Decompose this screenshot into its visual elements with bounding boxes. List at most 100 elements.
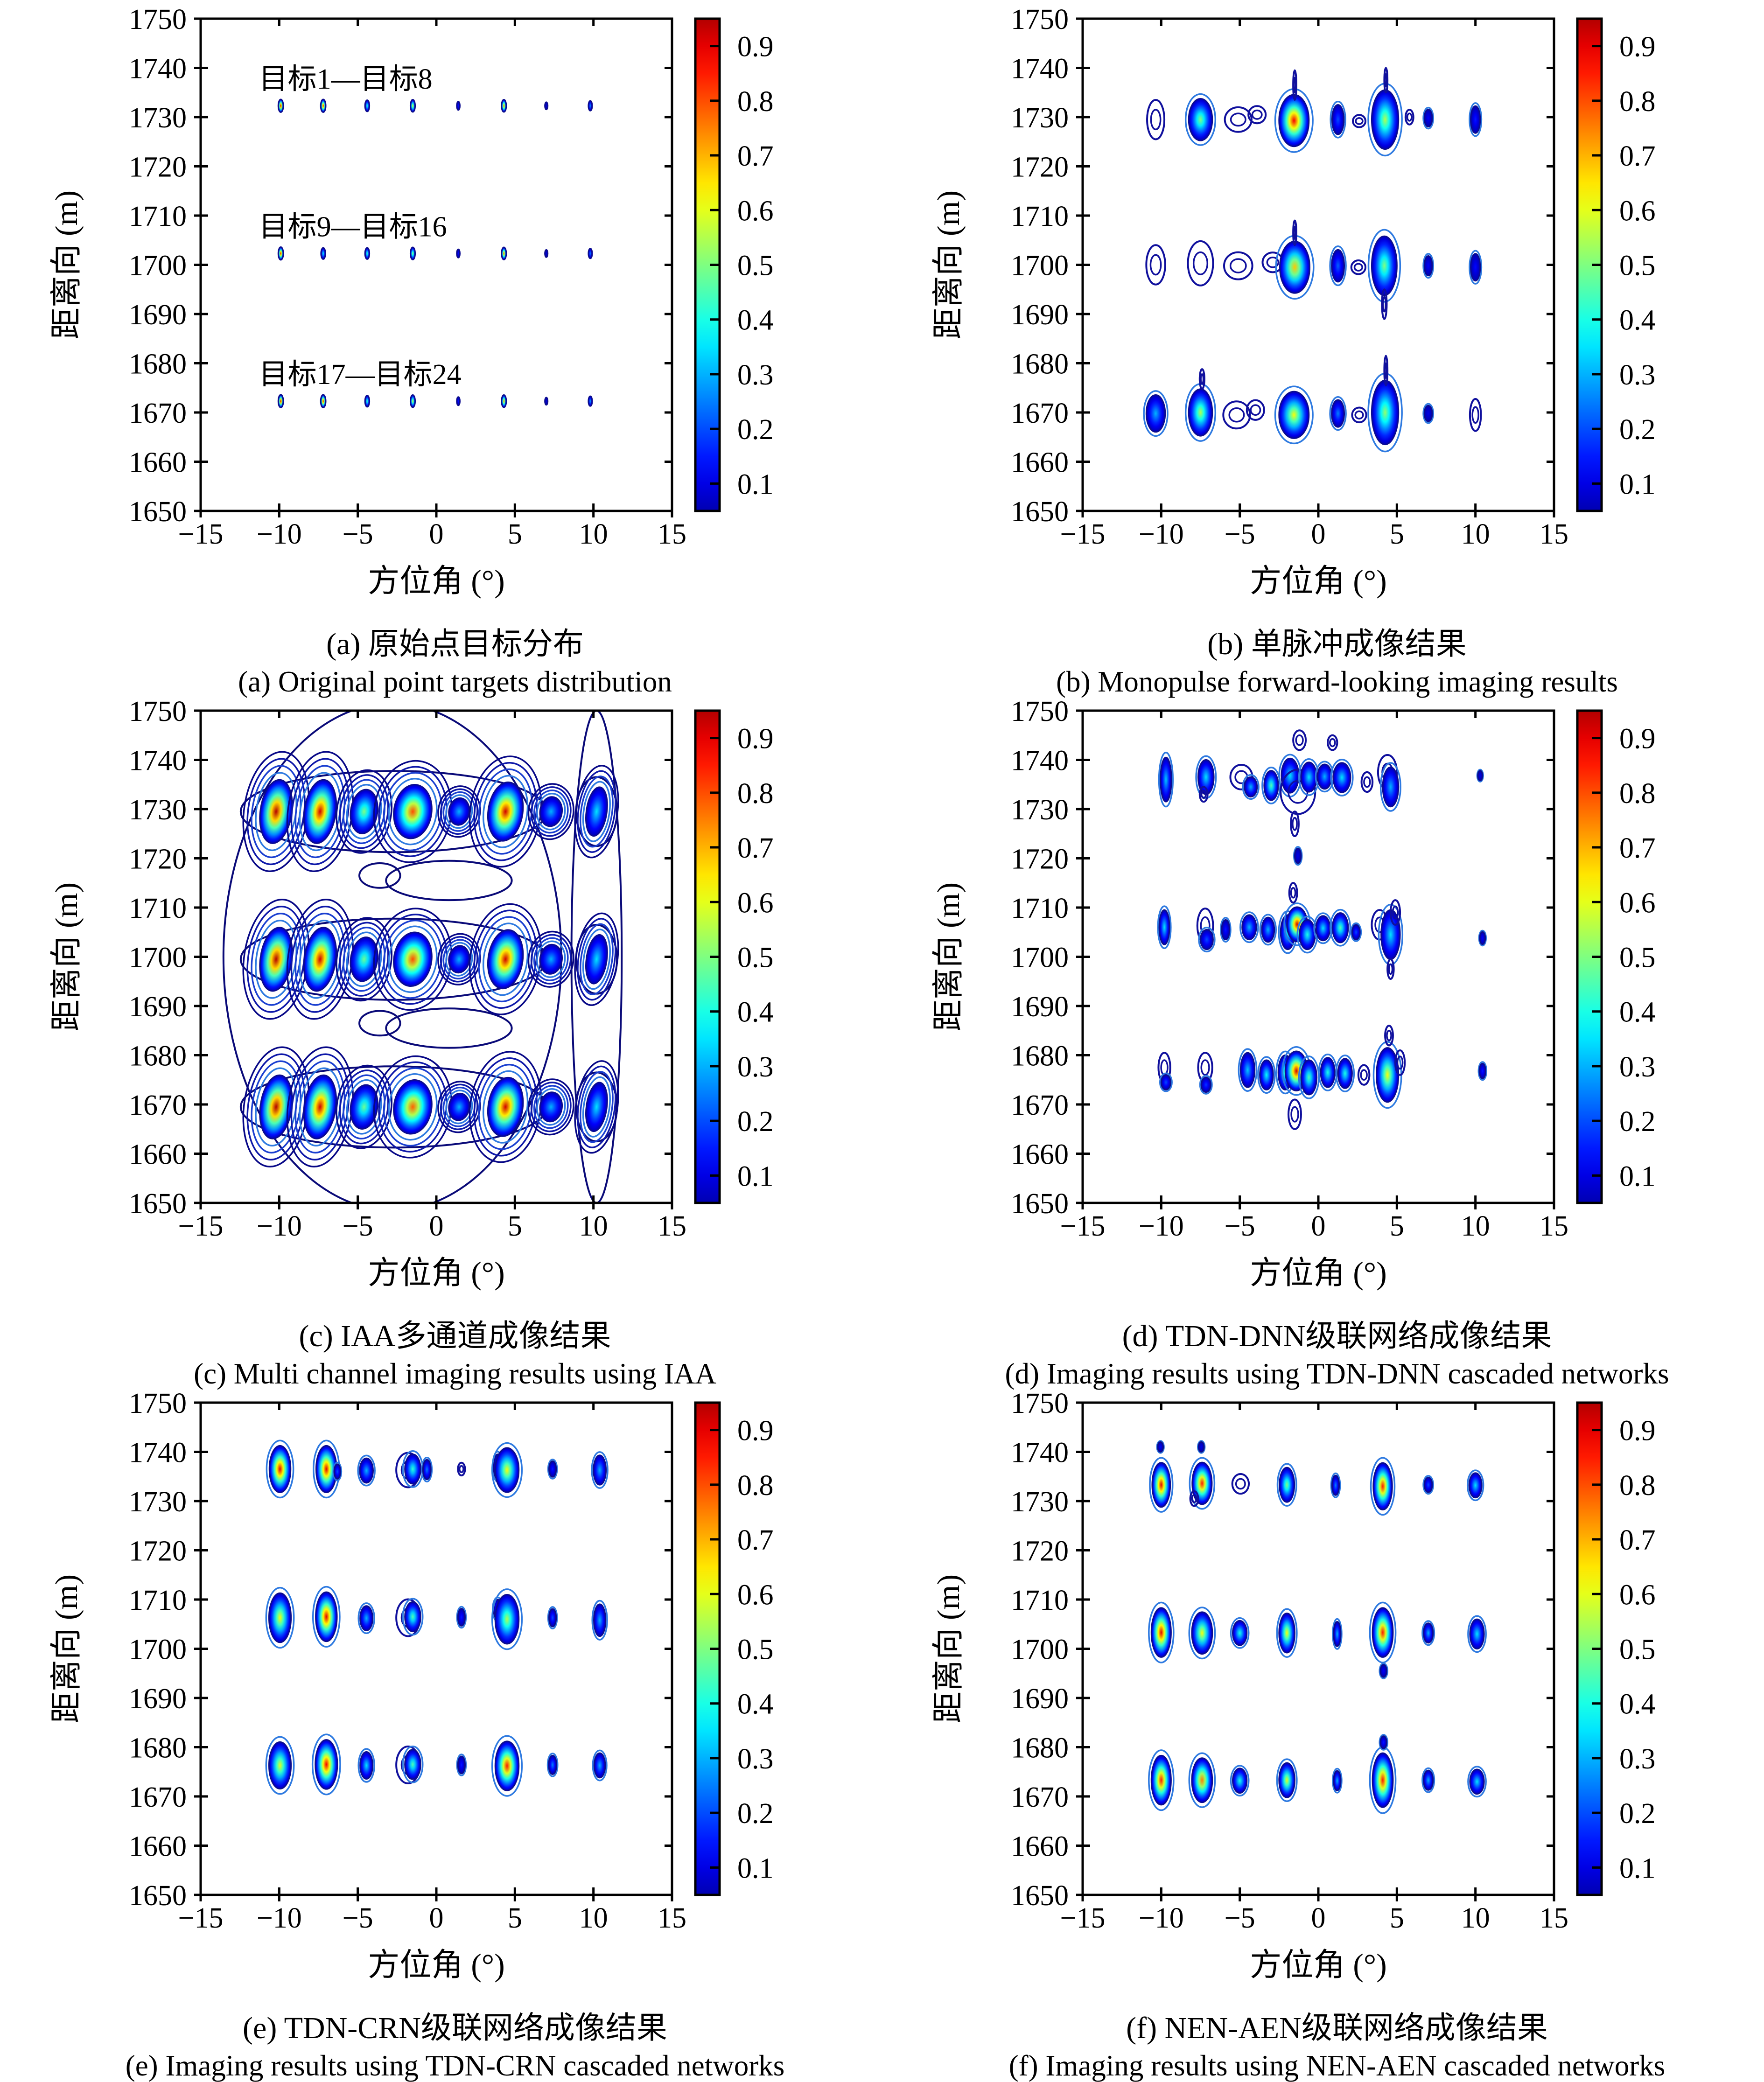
y-tick-label: 1730 xyxy=(129,102,187,134)
contour-ring xyxy=(530,786,572,837)
y-tick-label: 1660 xyxy=(129,1831,187,1863)
x-axis-title: 方位角 (°) xyxy=(1250,563,1386,599)
contour-ring xyxy=(536,1088,566,1126)
contour-outline-inner xyxy=(1234,770,1248,784)
contour-blob xyxy=(350,1084,378,1130)
contour-blob xyxy=(1477,770,1484,782)
contour-ring xyxy=(1421,1620,1435,1646)
contour-outline xyxy=(1223,251,1253,280)
blob xyxy=(1145,244,1166,286)
panel-d: −15 −10 −5 0 5 10 15 1650 1660 1670 1680 1690 1700 17… xyxy=(882,692,1764,1389)
x-tick-label: 15 xyxy=(1540,1902,1568,1934)
blob xyxy=(1422,106,1435,130)
contour-ring xyxy=(547,1459,558,1480)
contour-outline xyxy=(1247,105,1267,125)
blob xyxy=(277,98,284,113)
contour-blob xyxy=(1372,1462,1393,1510)
y-tick-label: 1700 xyxy=(1011,250,1069,282)
contour-outline xyxy=(1198,368,1205,390)
caption-zh: (c) IAA多通道成像结果 xyxy=(299,1319,611,1353)
colorbar-tick-label: 0.5 xyxy=(1619,250,1656,282)
blob xyxy=(1146,99,1166,140)
contour-blob xyxy=(585,1082,608,1132)
blob xyxy=(501,246,507,260)
contour-blob xyxy=(1372,1752,1394,1808)
blob xyxy=(547,1606,558,1629)
y-tick-label: 1730 xyxy=(1011,794,1069,826)
colorbar-tick-label: 0.4 xyxy=(1619,997,1656,1028)
panel-a: −15 −10 −5 0 5 10 15 1650 1660 1670 1680 1690 1700 17… xyxy=(0,0,882,697)
caption-en: (e) Imaging results using TDN-CRN cascad… xyxy=(125,2049,785,2082)
blob xyxy=(456,1606,467,1629)
y-tick-label: 1680 xyxy=(129,1041,187,1072)
y-tick-label: 1710 xyxy=(129,893,187,924)
blob xyxy=(491,1442,523,1498)
x-tick-label: 0 xyxy=(429,1902,444,1934)
contour-outline-inner xyxy=(1290,1106,1299,1123)
colorbar-tick-label: 0.6 xyxy=(1619,887,1656,919)
y-tick-label: 1650 xyxy=(1011,496,1069,528)
blob xyxy=(591,1451,609,1489)
y-tick-label: 1690 xyxy=(129,299,187,331)
x-tick-label: −5 xyxy=(1225,518,1255,550)
blob xyxy=(1298,758,1320,796)
contour-ring xyxy=(445,942,473,977)
y-tick-label: 1700 xyxy=(1011,942,1069,974)
colorbar-tick-label: 0.7 xyxy=(737,140,774,172)
colorbar-tick-label: 0.6 xyxy=(737,195,774,227)
blob xyxy=(1330,1472,1341,1498)
blob xyxy=(1469,102,1483,137)
y-tick-label: 1690 xyxy=(1011,991,1069,1023)
y-tick-label: 1740 xyxy=(1011,745,1069,777)
blob xyxy=(1230,1617,1250,1649)
blob xyxy=(1276,1463,1297,1507)
contour-blob xyxy=(457,1608,466,1627)
contour-ring xyxy=(402,1598,424,1636)
contour-ring xyxy=(582,1076,611,1138)
x-axis-ticks: −15 −10 −5 0 5 10 15 xyxy=(178,711,686,1242)
colorbar-tick-label: 0.3 xyxy=(737,359,774,391)
panel-b: −15 −10 −5 0 5 10 15 1650 1660 1670 1680 1690 1700 17… xyxy=(882,0,1764,697)
contour-blob xyxy=(1300,1059,1318,1096)
blob xyxy=(1389,899,1401,926)
blob xyxy=(1275,235,1315,300)
contour-blob xyxy=(1244,776,1258,798)
colorbar-tick-label: 0.2 xyxy=(1619,1798,1656,1830)
blob xyxy=(547,1459,558,1480)
x-axis-ticks: −15 −10 −5 0 5 10 15 xyxy=(1060,1403,1568,1934)
contour-blob xyxy=(277,394,284,408)
contour-blob xyxy=(1221,919,1231,941)
colorbar-tick-label: 0.3 xyxy=(737,1743,774,1775)
contour-blob xyxy=(1315,915,1331,942)
blob xyxy=(591,1600,608,1641)
contour-outline-inner xyxy=(1191,1494,1197,1503)
contour-blob xyxy=(1157,1441,1164,1453)
x-axis-ticks: −15 −10 −5 0 5 10 15 xyxy=(178,1403,686,1934)
x-tick-label: 15 xyxy=(658,1210,686,1242)
contour-outline-inner xyxy=(1360,1069,1368,1081)
blob xyxy=(1327,734,1338,751)
contour-ring xyxy=(1422,403,1435,424)
colorbar-tick-label: 0.8 xyxy=(1619,778,1656,810)
colorbar-tick-label: 0.9 xyxy=(737,31,774,63)
contour-outline-inner xyxy=(1392,905,1399,920)
plot-svg-b: −15 −10 −5 0 5 10 15 1650 1660 1670 1680 1690 1700 17… xyxy=(931,4,1656,599)
outer-contour xyxy=(358,862,401,889)
x-tick-label: 15 xyxy=(658,518,686,550)
contour-blob xyxy=(268,1592,292,1643)
colorbar-tick-label: 0.5 xyxy=(737,942,774,974)
y-tick-label: 1680 xyxy=(1011,1041,1069,1072)
contour-blob xyxy=(1469,1618,1485,1649)
contour-blob xyxy=(544,249,549,258)
y-tick-label: 1750 xyxy=(129,696,187,727)
colorbar-tick-label: 0.9 xyxy=(737,1415,774,1447)
blob xyxy=(1149,1457,1174,1513)
contour-ring xyxy=(1330,100,1346,139)
contour-layer xyxy=(265,1439,609,1797)
blob xyxy=(1148,1601,1175,1663)
x-axis-ticks: −15 −10 −5 0 5 10 15 xyxy=(178,19,686,550)
blob xyxy=(336,917,393,1002)
contour-blob xyxy=(1423,1769,1434,1791)
contour-blob xyxy=(539,943,563,975)
blob xyxy=(1222,400,1251,430)
